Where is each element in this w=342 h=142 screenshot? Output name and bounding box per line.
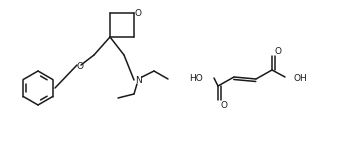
- Text: O: O: [221, 101, 227, 109]
- Text: O: O: [77, 61, 83, 70]
- Text: O: O: [134, 9, 142, 17]
- Text: HO: HO: [189, 74, 203, 83]
- Text: N: N: [135, 76, 141, 84]
- Text: O: O: [275, 46, 281, 56]
- Text: OH: OH: [293, 74, 307, 83]
